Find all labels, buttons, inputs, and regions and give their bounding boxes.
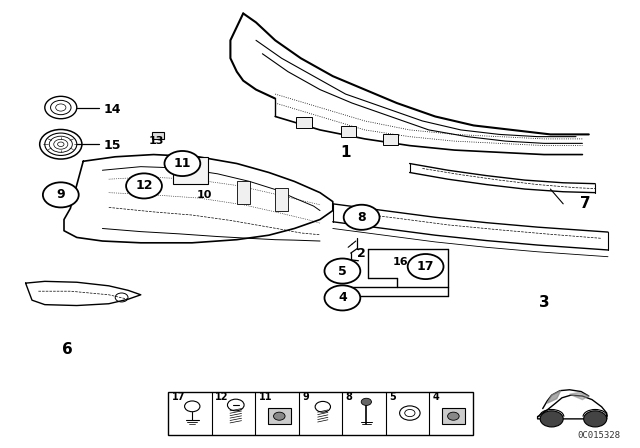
Text: 7: 7 [580,196,591,211]
Text: 4: 4 [433,392,440,402]
Circle shape [540,411,563,427]
Bar [152,132,164,139]
Text: 1: 1 [340,145,351,160]
Text: 2: 2 [357,246,366,260]
Circle shape [408,254,444,279]
Text: 16: 16 [392,257,408,267]
Polygon shape [570,392,589,400]
Text: 0C015328: 0C015328 [578,431,621,440]
Circle shape [273,412,285,420]
Bar [268,408,291,424]
Text: 6: 6 [62,342,72,357]
Bar [442,408,465,424]
Circle shape [43,182,79,207]
Text: 5: 5 [338,264,347,278]
Bar [275,188,288,211]
Text: 12: 12 [135,179,153,193]
Circle shape [584,411,607,427]
Bar [168,392,473,435]
Text: 9: 9 [56,188,65,202]
Text: 15: 15 [103,139,121,152]
Circle shape [164,151,200,176]
Text: 8: 8 [357,211,366,224]
Text: 13: 13 [149,136,164,146]
Text: 14: 14 [103,103,121,116]
Circle shape [324,285,360,310]
Circle shape [324,258,360,284]
Text: 5: 5 [389,392,396,402]
Polygon shape [547,391,561,403]
Circle shape [126,173,162,198]
Text: 11: 11 [173,157,191,170]
Text: 8: 8 [346,392,353,402]
Bar [296,117,312,128]
Bar [237,181,250,204]
Text: 4: 4 [338,291,347,305]
Circle shape [361,398,371,405]
Text: 3: 3 [539,295,549,310]
Text: 17: 17 [172,392,185,402]
Text: 12: 12 [215,392,228,402]
Bar [341,126,356,137]
Circle shape [344,205,380,230]
Text: 11: 11 [259,392,272,402]
Circle shape [447,412,459,420]
Text: 17: 17 [417,260,435,273]
Bar [383,134,398,145]
Text: 10: 10 [197,190,212,200]
Bar [173,157,208,184]
Text: 9: 9 [302,392,309,402]
